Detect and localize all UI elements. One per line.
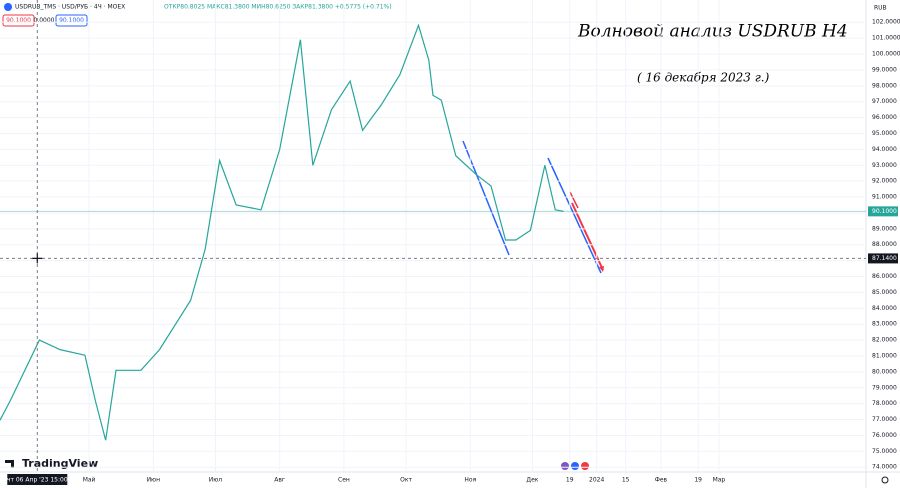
- y-tick-label: 91.0000: [872, 194, 897, 201]
- y-tick-label: 82.0000: [872, 337, 897, 344]
- x-tick-label: Июн: [147, 477, 161, 484]
- arrow-head: [599, 266, 604, 272]
- y-tick-label: 88.0000: [872, 241, 897, 248]
- event-icon: [561, 462, 569, 470]
- y-tick-label: 83.0000: [872, 321, 897, 328]
- event-icon: [581, 462, 589, 470]
- y-tick-label: 94.0000: [872, 146, 897, 153]
- annotation: ( 16 декабря 2023 г.): [637, 71, 770, 85]
- x-tick-label: Ноя: [464, 477, 476, 484]
- y-tick-label: 81.0000: [872, 352, 897, 359]
- sell-price: 90.1000: [6, 17, 31, 24]
- crosshair-time-tag: [7, 474, 68, 485]
- x-tick-label: 15: [622, 477, 630, 484]
- x-tick-label: 19: [694, 477, 702, 484]
- symbol-icon: [4, 3, 12, 11]
- buy-button[interactable]: [55, 14, 88, 27]
- crosshair-cursor: [32, 253, 43, 264]
- x-tick-label: Июл: [209, 477, 223, 484]
- crosshair-price-tag: [868, 253, 898, 264]
- event-icon: [571, 462, 579, 470]
- y-tick-label: 102.0000: [872, 19, 900, 26]
- y-tick-label: 97.0000: [872, 98, 897, 105]
- y-tick-label: 74.0000: [872, 464, 897, 471]
- currency: RUB: [874, 5, 887, 12]
- y-tick-label: 78.0000: [872, 400, 897, 407]
- y-tick-label: 77.0000: [872, 416, 897, 423]
- y-tick-label: 86.0000: [872, 273, 897, 280]
- arrow: [569, 191, 579, 209]
- x-tick-label: 2024: [589, 477, 604, 484]
- y-tick-label: 89.0000: [872, 225, 897, 232]
- y-tick-label: 96.0000: [872, 114, 897, 121]
- x-tick-label: Фев: [655, 477, 668, 484]
- y-tick-label: 100.0000: [872, 51, 900, 58]
- x-tick-label: Авг: [274, 477, 285, 484]
- y-tick-label: 98.0000: [872, 82, 897, 89]
- ohlc: ОТКР80.8025 МАКС81.3800 МИН80.6250 ЗАКР8…: [164, 4, 392, 11]
- y-tick-label: 93.0000: [872, 162, 897, 169]
- x-tick-label: Сен: [338, 477, 350, 484]
- x-tick-label: 19: [566, 477, 574, 484]
- x-tick-label: Мар: [713, 477, 726, 484]
- y-tick-label: 85.0000: [872, 289, 897, 296]
- spread: 0.0000: [34, 17, 55, 24]
- price-line: [0, 23, 564, 441]
- buy-price: 90.1000: [59, 17, 84, 24]
- y-tick-label: 80.0000: [872, 368, 897, 375]
- y-tick-label: 95.0000: [872, 130, 897, 137]
- logo: TradingView: [22, 457, 98, 470]
- x-tick-label: Май: [83, 477, 96, 484]
- y-tick-label: 92.0000: [872, 178, 897, 185]
- y-tick-label: 76.0000: [872, 432, 897, 439]
- trend-line: [547, 157, 602, 274]
- crosshair-price-label: 87.1400: [872, 255, 897, 262]
- x-tick-label: Окт: [400, 477, 412, 484]
- sell-button[interactable]: [2, 14, 35, 27]
- y-tick-label: 84.0000: [872, 305, 897, 312]
- last-price-label: 90.1000: [872, 208, 897, 215]
- y-tick-label: 99.0000: [872, 66, 897, 73]
- crosshair-time-label: чт 06 Апр '23 15:00: [7, 477, 68, 484]
- logo-icon: [5, 460, 14, 468]
- x-tick-label: Дек: [526, 477, 538, 484]
- y-tick-label: 79.0000: [872, 384, 897, 391]
- annotation: Волновой анализ USDRUB H4: [577, 22, 848, 42]
- y-tick-label: 101.0000: [872, 35, 900, 42]
- settings-icon[interactable]: [881, 476, 889, 484]
- arrow: [571, 202, 604, 271]
- symbol: USDRUB_TMS · USD/РУБ · 4Ч · MOEX: [15, 4, 125, 11]
- y-tick-label: 75.0000: [872, 448, 897, 455]
- last-price-tag: [868, 206, 898, 217]
